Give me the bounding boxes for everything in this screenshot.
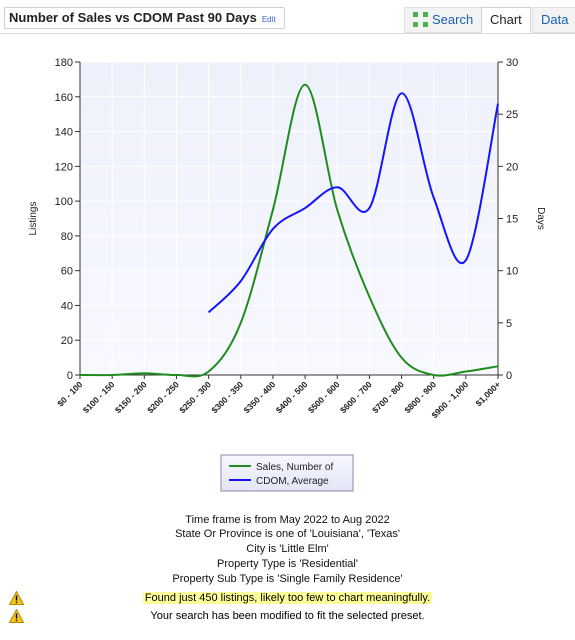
chart-header: Number of Sales vs CDOM Past 90 Days Edi… xyxy=(0,0,575,34)
x-tick-label: $150 - 200 xyxy=(113,379,149,415)
y-right-tick-label: 5 xyxy=(506,318,512,330)
y-left-tick-label: 140 xyxy=(55,127,73,139)
tab-search[interactable]: Search xyxy=(404,7,483,33)
x-tick-label: $400 - 500 xyxy=(274,379,310,415)
x-tick-label: $1,000+ xyxy=(473,379,502,408)
y-left-axis-title: Listings xyxy=(28,202,39,236)
edit-link[interactable]: Edit xyxy=(261,15,276,24)
y-left-tick-label: 40 xyxy=(61,300,73,312)
y-right-tick-label: 10 xyxy=(506,266,518,278)
footer-line-3: City is 'Little Elm' xyxy=(246,543,329,555)
chart-area: 0 20 40 60 80 100 120 140 160 180 0 5 10 15 20 25 30 $0 -… xyxy=(0,35,575,505)
warning-text-2: Your search has been modified to fit the… xyxy=(150,610,425,622)
warning-row-2: Your search has been modified to fit the… xyxy=(0,609,575,625)
y-left-tick-label: 100 xyxy=(55,196,73,208)
warning-row-1: Found just 450 listings, likely too few … xyxy=(0,591,575,607)
x-tick-label: $100 - 150 xyxy=(81,379,117,415)
y-left-tick-label: 20 xyxy=(61,335,73,347)
x-tick-label: $350 - 400 xyxy=(242,379,278,415)
y-right-tick-label: 20 xyxy=(506,161,518,173)
y-right-tick-label: 25 xyxy=(506,109,518,121)
tab-search-label: Search xyxy=(432,12,474,27)
legend-label-0: Sales, Number of xyxy=(256,462,333,473)
footer-line-4: Property Type is 'Residential' xyxy=(217,558,358,570)
x-tick-label: $700 - 800 xyxy=(370,379,406,415)
title-box: Number of Sales vs CDOM Past 90 Days Edi… xyxy=(4,7,285,29)
tab-chart[interactable]: Chart xyxy=(481,7,531,33)
legend-box xyxy=(220,454,354,492)
footer-line-1: Time frame is from May 2022 to Aug 2022 xyxy=(185,514,390,526)
tab-data[interactable]: Data xyxy=(532,7,575,33)
x-tick-label: $300 - 350 xyxy=(209,379,245,415)
plot-background xyxy=(79,61,499,376)
x-tick-label: $500 - 600 xyxy=(306,379,342,415)
warning-text-1: Found just 450 listings, likely too few … xyxy=(0,591,575,605)
x-tick-label: $250 - 300 xyxy=(177,379,213,415)
y-right-tick-label: 15 xyxy=(506,214,518,226)
warning-highlight: Found just 450 listings, likely too few … xyxy=(142,592,433,604)
x-tick-label: $600 - 700 xyxy=(338,379,374,415)
legend-label-1: CDOM, Average xyxy=(256,476,329,487)
y-left-tick-label: 160 xyxy=(55,92,73,104)
x-tick-label: $200 - 250 xyxy=(145,379,181,415)
warning-icon xyxy=(9,609,24,623)
series-line-1 xyxy=(207,92,499,314)
chart-svg: 0 20 40 60 80 100 120 140 160 180 0 5 10 15 20 25 30 $0 -… xyxy=(28,57,546,492)
expand-icon xyxy=(413,12,428,27)
y-right-axis-title: Days xyxy=(535,207,546,230)
footer-line-2: State Or Province is one of 'Louisiana',… xyxy=(175,528,400,540)
chart-title: Number of Sales vs CDOM Past 90 Days xyxy=(9,10,257,25)
y-left-tick-label: 80 xyxy=(61,231,73,243)
x-tick-label: $0 - 100 xyxy=(55,379,84,408)
series-line-0 xyxy=(79,83,499,378)
footer-line-5: Property Sub Type is 'Single Family Resi… xyxy=(172,573,403,585)
y-left-tick-label: 60 xyxy=(61,266,73,278)
warning-icon xyxy=(9,591,24,605)
y-left-tick-label: 0 xyxy=(67,370,73,382)
y-right-tick-label: 0 xyxy=(506,370,512,382)
y-right-tick-label: 30 xyxy=(506,57,518,69)
y-left-tick-label: 120 xyxy=(55,161,73,173)
y-left-tick-label: 180 xyxy=(55,57,73,69)
